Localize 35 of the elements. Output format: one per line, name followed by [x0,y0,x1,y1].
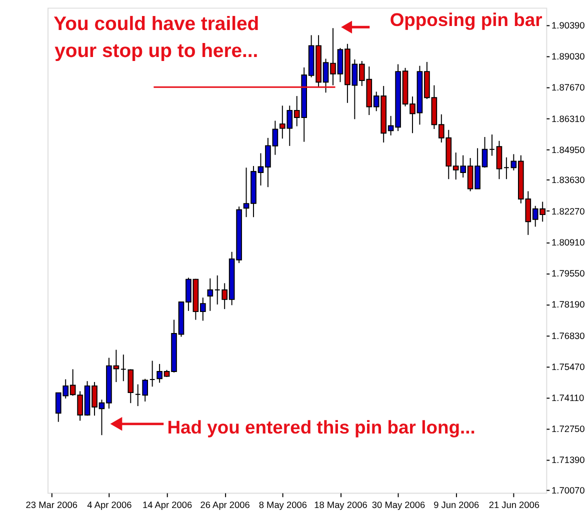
y-tick-label: 1.76830 [552,330,585,341]
x-tick-label: 18 May 2006 [314,500,368,510]
candlestick [496,140,502,180]
candlestick [207,278,214,312]
y-tick-label: 1.70070 [552,485,585,496]
x-tick-label: 23 Mar 2006 [26,500,78,510]
y-tick-label: 1.87670 [552,82,585,93]
y-tick-label: 1.84950 [552,144,585,155]
y-tick-label: 1.74110 [552,393,584,403]
candlestick [128,368,134,404]
x-tick-label: 26 Apr 2006 [200,500,250,510]
x-tick-label: 8 May 2006 [258,500,307,510]
y-tick-label: 1.90390 [552,20,585,30]
x-tick-label: 21 Jun 2006 [488,500,540,510]
y-tick-label: 1.83630 [552,175,585,186]
candlestick [149,360,156,388]
y-tick-label: 1.86310 [552,114,585,124]
y-tick-label: 1.89030 [552,52,585,62]
candlestick [120,354,126,382]
candlestick [489,134,495,156]
x-tick-label: 4 Apr 2006 [87,500,132,510]
y-tick-label: 1.82270 [552,206,585,216]
y-tick-label: 1.71390 [552,455,585,466]
annotation: Had you entered this pin bar long... [167,416,476,438]
x-tick-label: 30 May 2006 [372,500,426,510]
x-tick-label: 14 Apr 2006 [142,500,192,510]
y-tick-label: 1.78190 [552,300,585,310]
y-tick-label: 1.75470 [552,362,585,372]
annotation: You could have trailed your stop up to here... [54,13,260,62]
candlestick [504,156,510,180]
y-tick-label: 1.72750 [552,424,585,434]
x-tick-label: 9 Jun 2006 [434,500,480,510]
y-tick-label: 1.79550 [552,268,585,279]
y-tick-label: 1.80910 [552,237,585,248]
annotation: Opposing pin bar [390,9,542,30]
